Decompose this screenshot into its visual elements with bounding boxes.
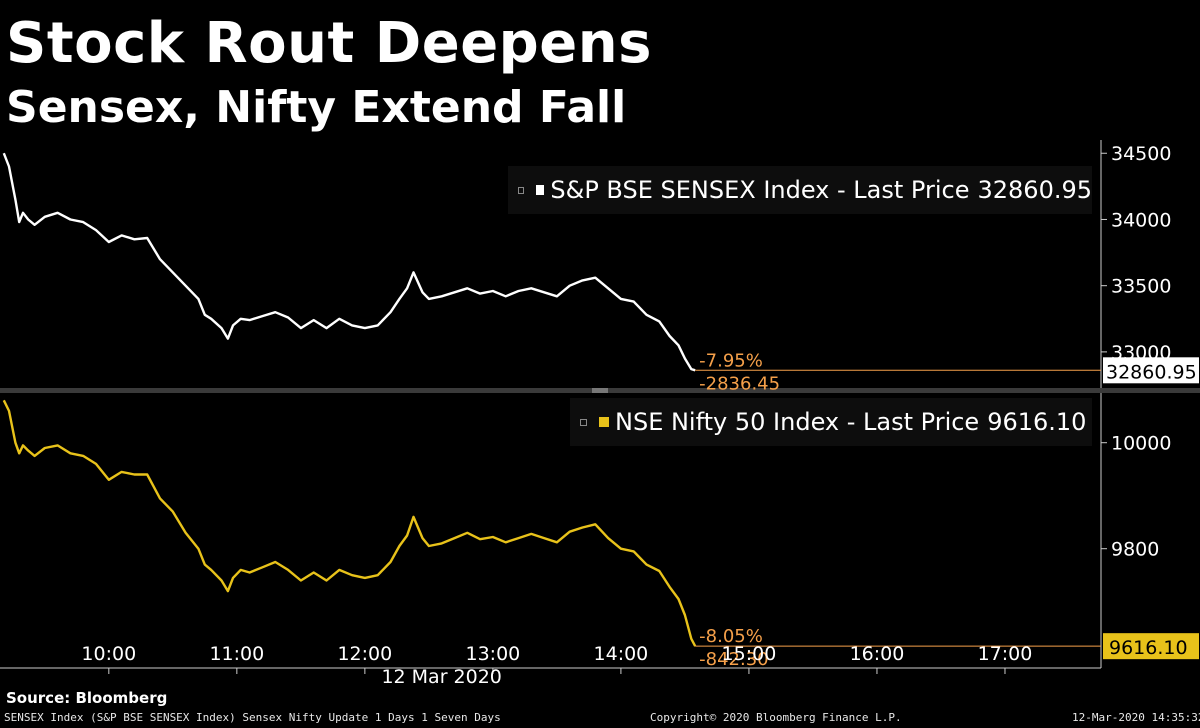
x-tick-label: 11:00	[209, 643, 264, 665]
x-date-label: 12 Mar 2020	[381, 666, 501, 688]
panel-splitter-handle	[592, 388, 608, 393]
last-value-text-nifty: 9616.10	[1109, 637, 1188, 659]
footer-timestamp: 12-Mar-2020 14:35:32	[1072, 711, 1200, 724]
y-tick-label-nifty: 10000	[1111, 433, 1171, 455]
legend-swatch-sensex	[536, 185, 545, 195]
legend-sensex: S&P BSE SENSEX Index - Last Price 32860.…	[508, 166, 1092, 214]
x-tick-label: 17:00	[978, 643, 1033, 665]
x-tick-label: 12:00	[337, 643, 392, 665]
x-tick-label: 14:00	[594, 643, 649, 665]
footer-left: SENSEX Index (S&P BSE SENSEX Index) Sens…	[4, 711, 501, 724]
last-value-tag-sensex	[1103, 357, 1199, 384]
footer-copyright: Copyright© 2020 Bloomberg Finance L.P.	[650, 711, 902, 724]
x-tick-label: 15:00	[722, 643, 777, 665]
change-pct-sensex: -7.95%	[699, 350, 763, 371]
x-tick-label: 13:00	[466, 643, 521, 665]
last-value-text-sensex: 32860.95	[1106, 361, 1197, 383]
source-label: Source: Bloomberg	[6, 689, 168, 707]
legend-swatch-nifty	[599, 417, 609, 427]
change-pct-nifty: -8.05%	[699, 626, 763, 647]
y-tick-label-sensex: 34500	[1111, 143, 1171, 165]
change-abs-sensex: -2836.45	[699, 373, 780, 394]
legend-nifty-value: 9616.10	[987, 408, 1087, 436]
last-value-tag-nifty	[1103, 633, 1199, 660]
legend-toggle-icon[interactable]	[580, 418, 587, 426]
legend-nifty: NSE Nifty 50 Index - Last Price 9616.10	[570, 398, 1092, 446]
legend-sensex-label: S&P BSE SENSEX Index - Last Price	[550, 176, 970, 204]
series-line-sensex	[2, 152, 696, 372]
chart-title: Stock Rout Deepens	[6, 11, 652, 76]
y-tick-label-sensex: 34000	[1111, 209, 1171, 231]
y-tick-label-sensex: 33500	[1111, 276, 1171, 298]
legend-nifty-label: NSE Nifty 50 Index - Last Price	[615, 408, 980, 436]
x-tick-label: 10:00	[81, 643, 136, 665]
legend-sensex-value: 32860.95	[977, 176, 1092, 204]
change-abs-nifty: -842.30	[699, 649, 768, 670]
series-line-nifty	[2, 399, 697, 647]
legend-toggle-icon[interactable]	[518, 186, 525, 194]
chart-subtitle: Sensex, Nifty Extend Fall	[6, 82, 627, 133]
x-tick-label: 16:00	[850, 643, 905, 665]
y-tick-label-nifty: 9800	[1111, 539, 1159, 561]
